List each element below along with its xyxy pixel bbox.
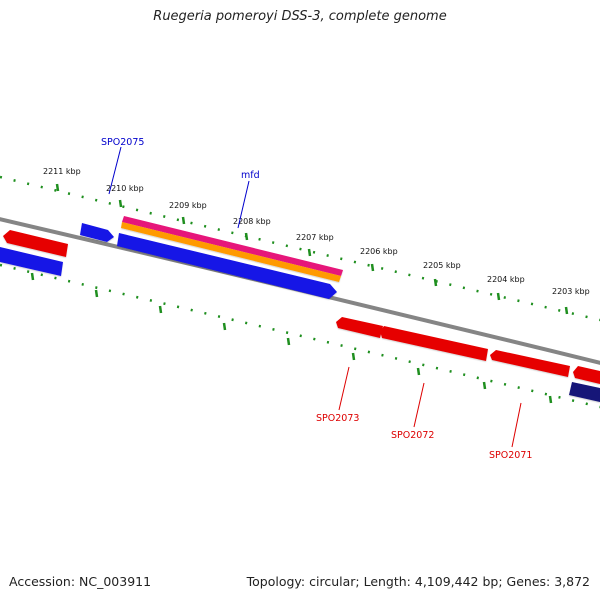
gene-labels: SPO2075 mfd SPO2073 SPO2072 SPO2071	[101, 137, 532, 461]
scale-tick	[307, 248, 312, 257]
scale-tick	[496, 292, 501, 301]
scale-label: 2207 kbp	[296, 233, 334, 242]
scale-tick	[118, 199, 123, 208]
reverse-gene-arrow[interactable]	[490, 350, 570, 377]
gene-label-spo2072[interactable]: SPO2072	[391, 430, 434, 441]
map-title: Ruegeria pomeroyi DSS-3, complete genome	[153, 9, 447, 24]
scale-tick	[351, 352, 356, 361]
scale-label: 2206 kbp	[360, 247, 398, 256]
scale-label: 2211 kbp	[43, 167, 81, 176]
label-leader-line	[338, 366, 350, 411]
scale-tick	[416, 367, 421, 376]
scale-tick	[94, 289, 99, 298]
scale-label: 2204 kbp	[487, 275, 525, 284]
feature-bar-orange[interactable]	[121, 222, 341, 282]
scale-label: 2203 kbp	[552, 287, 590, 296]
scale-label: 2210 kbp	[106, 184, 144, 193]
reverse-gene-arrow[interactable]	[573, 366, 600, 384]
accession-info: Accession: NC_003911	[9, 574, 152, 589]
scale-tick	[433, 278, 438, 287]
scale-label: 2209 kbp	[169, 201, 207, 210]
genome-summary: Topology: circular; Length: 4,109,442 bp…	[246, 574, 590, 589]
gene-label-spo2071[interactable]: SPO2071	[489, 450, 532, 461]
inner-scale	[0, 263, 600, 409]
dark-gene-arrow[interactable]	[569, 382, 600, 402]
reverse-gene-arrow[interactable]	[380, 326, 488, 361]
scale-tick	[564, 306, 569, 315]
forward-gene-arrow[interactable]	[80, 223, 114, 242]
label-leader-line	[108, 146, 122, 195]
scale-tick	[244, 232, 249, 241]
forward-strand-features	[80, 216, 343, 299]
label-leader-line	[413, 382, 425, 428]
scale-tick	[286, 337, 291, 346]
scale-tick	[181, 216, 186, 225]
forward-gene-arrow[interactable]	[0, 247, 63, 276]
scale-tick	[30, 272, 35, 281]
scale-tick	[548, 395, 553, 404]
scale-tick	[222, 322, 227, 331]
inner-scale-major-ticks	[30, 272, 553, 404]
label-leader-line	[237, 180, 250, 229]
reverse-gene-arrow[interactable]	[3, 230, 68, 257]
outer-scale: 2211 kbp 2210 kbp 2209 kbp 2208 kbp 2207…	[0, 167, 600, 322]
scale-tick	[482, 381, 487, 390]
forward-gene-arrow[interactable]	[117, 233, 337, 299]
outer-scale-major-ticks	[55, 183, 569, 315]
scale-label: 2205 kbp	[423, 261, 461, 270]
outer-scale-dots	[0, 175, 600, 322]
feature-bar-magenta[interactable]	[122, 216, 343, 276]
reverse-strand-features	[0, 230, 600, 402]
scale-tick	[370, 263, 375, 272]
label-leader-line	[511, 402, 522, 448]
gene-label-spo2073[interactable]: SPO2073	[316, 413, 359, 424]
gene-label-mfd[interactable]: mfd	[241, 170, 260, 181]
inner-scale-dots	[0, 263, 600, 409]
outer-scale-labels: 2211 kbp 2210 kbp 2209 kbp 2208 kbp 2207…	[43, 167, 590, 296]
scale-label: 2208 kbp	[233, 217, 271, 226]
scale-tick	[55, 183, 60, 192]
scale-tick	[158, 305, 163, 314]
reverse-gene-arrow[interactable]	[336, 317, 383, 338]
gene-label-spo2075[interactable]: SPO2075	[101, 137, 144, 148]
